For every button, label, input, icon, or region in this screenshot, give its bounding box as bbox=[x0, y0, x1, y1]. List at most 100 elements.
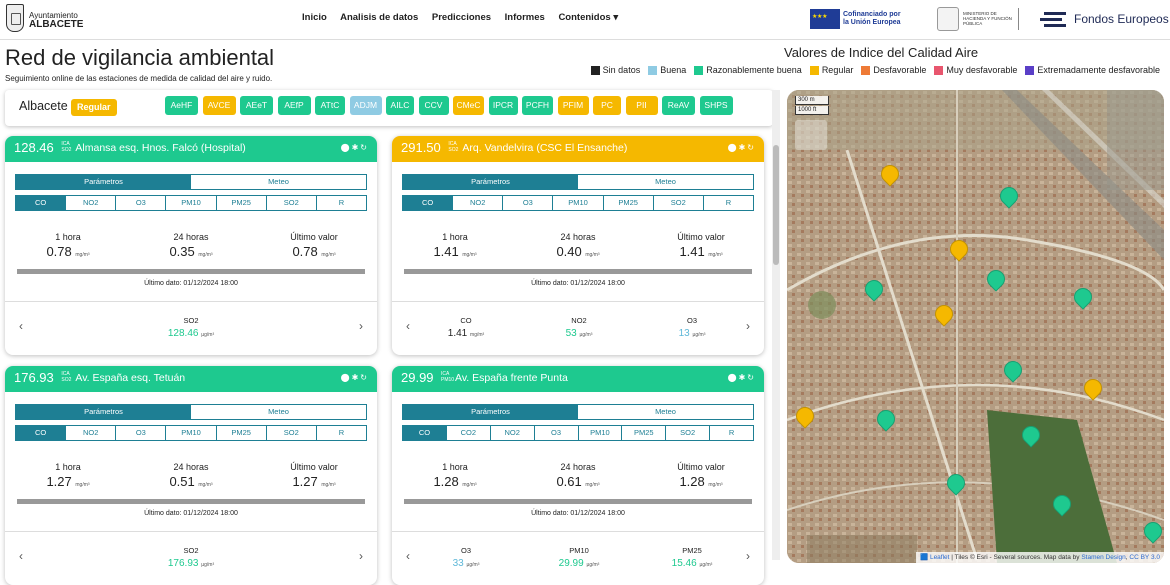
gas-tab[interactable]: CO2 bbox=[447, 426, 491, 440]
station-chip[interactable]: AEfP bbox=[277, 96, 311, 115]
gas-tab[interactable]: O3 bbox=[116, 426, 167, 440]
station-chip[interactable]: SHPS bbox=[699, 96, 733, 115]
gas-tab[interactable]: NO2 bbox=[491, 426, 535, 440]
nav-contenidos-dropdown[interactable]: Contenidos ▾ bbox=[558, 12, 619, 23]
gas-tab[interactable]: PM25 bbox=[622, 426, 667, 440]
gas-tab[interactable]: NO2 bbox=[453, 196, 504, 210]
station-chip[interactable]: PFIM bbox=[557, 96, 589, 115]
gas-tab[interactable]: PM25 bbox=[604, 196, 654, 210]
chevron-left-icon[interactable]: ‹ bbox=[406, 319, 410, 333]
tab-meteo[interactable]: Meteo bbox=[191, 175, 366, 189]
station-chip[interactable]: ATtC bbox=[315, 96, 345, 115]
station-chip[interactable]: ReAV bbox=[662, 96, 695, 115]
chevron-right-icon[interactable]: › bbox=[746, 549, 750, 563]
card-header[interactable]: 128.46 ICA SO2 Almansa esq. Hnos. Falcó (… bbox=[5, 136, 377, 162]
city-logo-text[interactable]: Ayuntamiento ALBACETE bbox=[29, 11, 83, 30]
city-crest-icon[interactable] bbox=[6, 4, 24, 32]
fan-icon[interactable]: ✱ bbox=[738, 143, 748, 152]
refresh-icon[interactable]: ↻ bbox=[747, 373, 756, 382]
fan-icon[interactable]: ✱ bbox=[351, 143, 361, 152]
nav-analisis[interactable]: Analisis de datos bbox=[340, 12, 419, 23]
location-pin-icon[interactable]: ⬤ bbox=[340, 143, 352, 152]
refresh-icon[interactable]: ↻ bbox=[747, 143, 756, 152]
legend-item: Buena bbox=[648, 65, 686, 75]
gas-tab[interactable]: O3 bbox=[535, 426, 579, 440]
station-chip[interactable]: CCV bbox=[418, 96, 449, 115]
fan-icon[interactable]: ✱ bbox=[738, 373, 748, 382]
gas-tab[interactable]: PM10 bbox=[166, 196, 217, 210]
foot-value: 15.46 bbox=[671, 558, 697, 569]
chevron-left-icon[interactable]: ‹ bbox=[19, 549, 23, 563]
legend-label: Desfavorable bbox=[873, 65, 927, 75]
gas-tab[interactable]: NO2 bbox=[66, 196, 117, 210]
station-chip[interactable]: CMeC bbox=[453, 96, 484, 115]
foot-label: O3 bbox=[686, 316, 697, 325]
gas-tab[interactable]: CO bbox=[403, 196, 454, 210]
gas-tab[interactable]: R bbox=[338, 198, 345, 207]
tab-meteo[interactable]: Meteo bbox=[578, 405, 753, 419]
gas-tab[interactable]: PM10 bbox=[553, 196, 604, 210]
map-attribution: 🟦 Leaflet | Tiles © Esri - Several sourc… bbox=[916, 552, 1164, 563]
card-header[interactable]: 176.93 ICA SO2 Av. España esq. Tetuán ⬤✱↻ bbox=[5, 366, 377, 392]
station-chip[interactable]: AILC bbox=[386, 96, 414, 115]
refresh-icon[interactable]: ↻ bbox=[360, 373, 369, 382]
gas-tab[interactable]: SO2 bbox=[267, 426, 317, 440]
tab-parametros[interactable]: Parámetros bbox=[16, 175, 191, 189]
last-data-time: Último dato: 01/12/2024 18:00 bbox=[531, 280, 625, 287]
gas-tab[interactable]: O3 bbox=[116, 196, 167, 210]
tab-parametros[interactable]: Parámetros bbox=[403, 405, 578, 419]
card-header[interactable]: 29.99 ICA PM10 Av. España frente Punta ⬤✱… bbox=[392, 366, 764, 392]
location-pin-icon[interactable]: ⬤ bbox=[340, 373, 352, 382]
gas-tab[interactable]: PM25 bbox=[217, 196, 267, 210]
card-header[interactable]: 291.50 ICA SO2 Arq. Vandelvira (CSC El En… bbox=[392, 136, 764, 162]
scrollbar-thumb[interactable] bbox=[773, 145, 779, 265]
gas-tab[interactable]: O3 bbox=[503, 196, 554, 210]
gas-tab[interactable]: CO bbox=[16, 196, 67, 210]
chevron-right-icon[interactable]: › bbox=[359, 549, 363, 563]
gas-tab[interactable]: NO2 bbox=[66, 426, 117, 440]
data-progress-bar bbox=[17, 269, 365, 274]
cc-link[interactable]: CC BY 3.0 bbox=[1129, 554, 1160, 561]
cards-scrollbar[interactable] bbox=[772, 90, 780, 560]
fan-icon[interactable]: ✱ bbox=[351, 373, 361, 382]
tab-meteo[interactable]: Meteo bbox=[578, 175, 753, 189]
leaflet-link[interactable]: Leaflet bbox=[929, 554, 950, 561]
chevron-left-icon[interactable]: ‹ bbox=[406, 549, 410, 563]
station-chip[interactable]: AVCE bbox=[202, 96, 236, 115]
station-chip[interactable]: PCFH bbox=[522, 96, 553, 115]
gas-tab[interactable]: SO2 bbox=[654, 196, 704, 210]
gas-tab[interactable]: PM25 bbox=[217, 426, 267, 440]
chevron-left-icon[interactable]: ‹ bbox=[19, 319, 23, 333]
stamen-link[interactable]: Stamen Design bbox=[1081, 554, 1126, 561]
station-chip[interactable]: AeHF bbox=[165, 96, 198, 115]
tab-meteo[interactable]: Meteo bbox=[191, 405, 366, 419]
refresh-icon[interactable]: ↻ bbox=[360, 143, 369, 152]
gas-tab[interactable]: R bbox=[725, 198, 732, 207]
tab-parametros[interactable]: Parámetros bbox=[16, 405, 191, 419]
nav-inicio[interactable]: Inicio bbox=[302, 12, 327, 23]
gas-tab[interactable]: R bbox=[338, 428, 345, 437]
station-chip[interactable]: AEeT bbox=[240, 96, 273, 115]
card-header-icons: ⬤✱↻ bbox=[728, 373, 756, 382]
chevron-right-icon[interactable]: › bbox=[359, 319, 363, 333]
nav-informes[interactable]: Informes bbox=[504, 12, 545, 23]
gas-tab[interactable]: R bbox=[728, 428, 735, 437]
tab-parametros[interactable]: Parámetros bbox=[403, 175, 578, 189]
location-pin-icon[interactable]: ⬤ bbox=[727, 143, 739, 152]
nav-predicciones[interactable]: Predicciones bbox=[431, 12, 492, 23]
station-chip[interactable]: PC bbox=[593, 96, 621, 115]
gas-tab[interactable]: SO2 bbox=[666, 426, 711, 440]
gas-tab[interactable]: PM10 bbox=[579, 426, 623, 440]
gas-tab[interactable]: SO2 bbox=[267, 196, 317, 210]
gas-tab[interactable]: CO bbox=[16, 426, 67, 440]
station-chip[interactable]: ADJM bbox=[349, 96, 382, 115]
gas-tab[interactable]: PM10 bbox=[166, 426, 217, 440]
station-chip[interactable]: IPCR bbox=[488, 96, 518, 115]
station-map[interactable]: 300 m 1000 ft 🟦 Leaflet | Tiles © Esri -… bbox=[787, 90, 1164, 563]
location-pin-icon[interactable]: ⬤ bbox=[727, 373, 739, 382]
gas-tab[interactable]: CO bbox=[403, 426, 447, 440]
chevron-right-icon[interactable]: › bbox=[746, 319, 750, 333]
station-chip[interactable]: PII bbox=[625, 96, 658, 115]
map-zoom-control[interactable] bbox=[795, 120, 827, 150]
stat-unit: mg/m³ bbox=[585, 252, 600, 258]
